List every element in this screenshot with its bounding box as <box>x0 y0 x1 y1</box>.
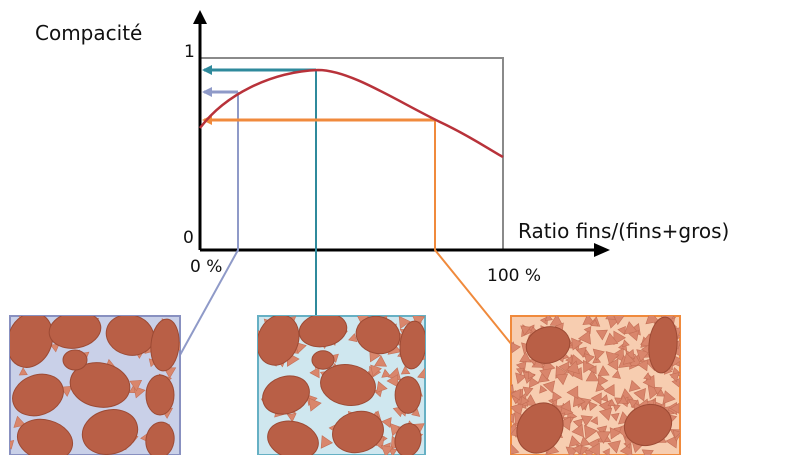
x-arrow <box>594 243 610 257</box>
x-left-label: 0 % <box>190 257 222 277</box>
y-label: Compacité <box>35 21 142 45</box>
coarse-grain <box>146 375 174 415</box>
coarse-grain <box>312 351 334 369</box>
y-bottom-label: 0 <box>183 228 194 248</box>
x-label: Ratio fins/(fins+gros) <box>518 219 729 243</box>
y-arrow <box>193 10 207 24</box>
y-top-label: 1 <box>184 42 195 62</box>
guide-high <box>435 120 512 345</box>
reference-box <box>200 58 503 250</box>
coarse-grain <box>395 377 421 414</box>
compactness-curve <box>200 70 503 157</box>
guide-low <box>180 92 238 355</box>
coarse-grain <box>63 350 87 370</box>
fine-grain <box>506 413 515 423</box>
diagram: Compacité 1 0 Ratio fins/(fins+gros) 0 %… <box>0 0 793 455</box>
x-right-label: 100 % <box>487 266 541 286</box>
